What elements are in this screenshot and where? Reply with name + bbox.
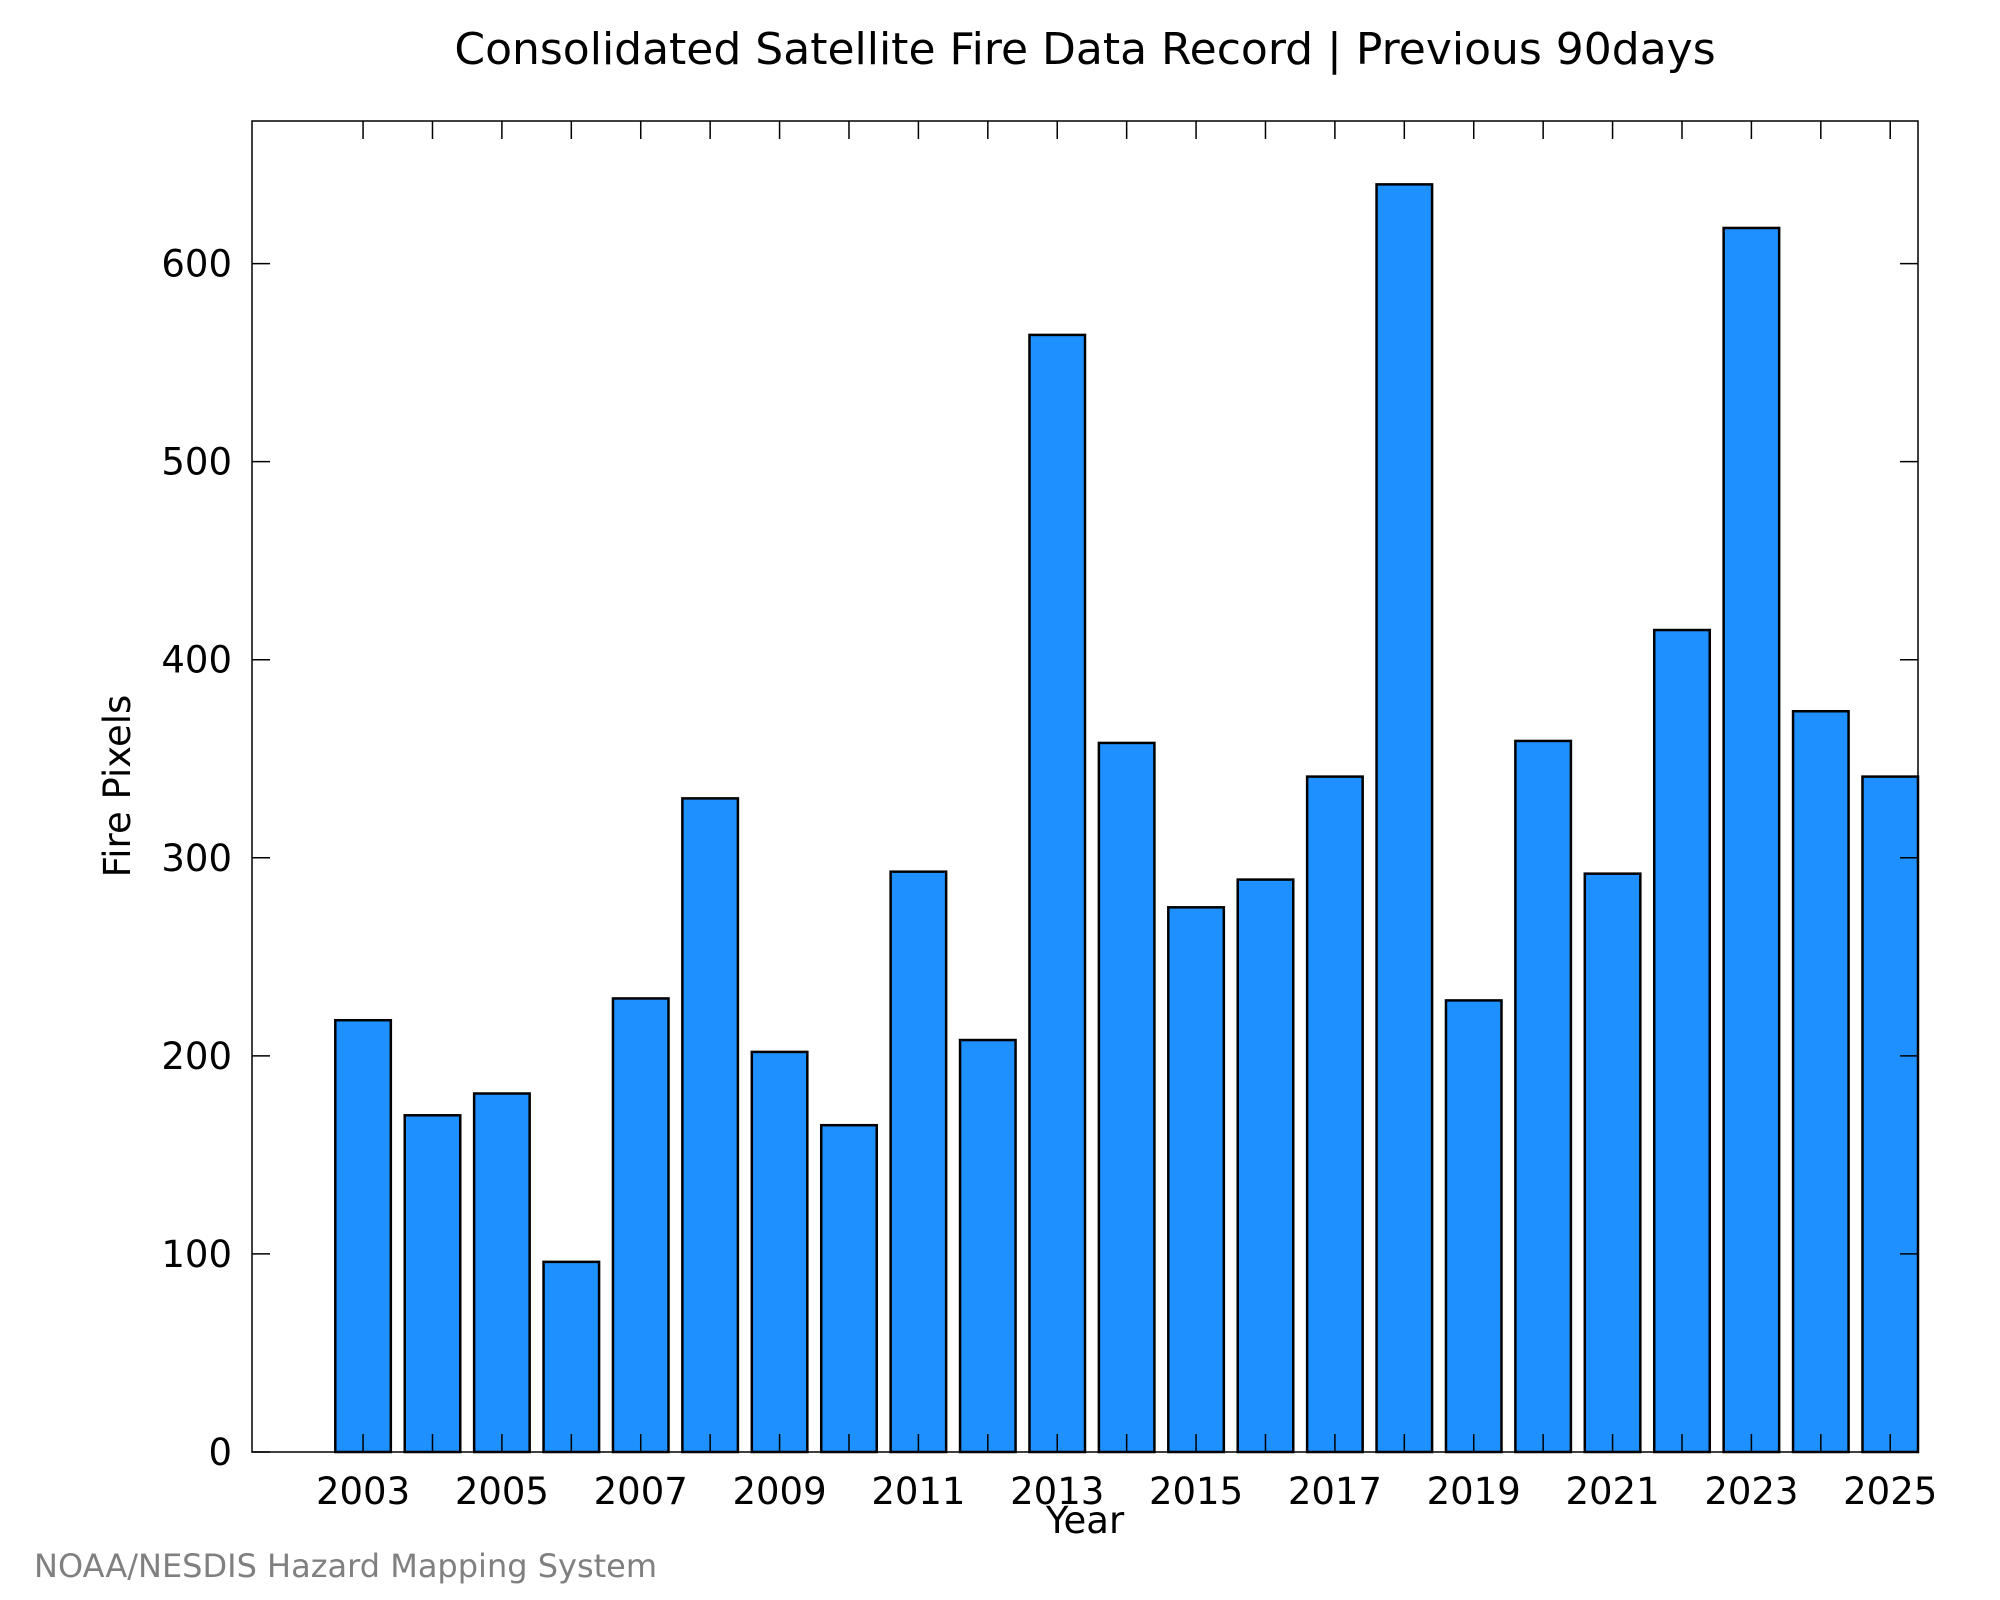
x-axis-label: Year [1045, 1499, 1125, 1542]
x-tick-label: 2023 [1704, 1470, 1798, 1513]
bar-2014 [1097, 741, 1156, 1454]
x-tick-label: 2007 [594, 1470, 688, 1513]
bar-2007 [611, 997, 670, 1454]
y-tick-label: 200 [161, 1035, 232, 1078]
bar-2005 [472, 1092, 531, 1454]
bar-2004 [403, 1114, 462, 1454]
bar-2015 [1167, 906, 1226, 1454]
x-tick-label: 2009 [732, 1470, 826, 1513]
chart-title: Consolidated Satellite Fire Data Record … [454, 24, 1715, 75]
bar-2012 [958, 1038, 1017, 1454]
x-tick-label: 2005 [455, 1470, 549, 1513]
bar-2003 [334, 1018, 393, 1454]
bar-2024 [1791, 709, 1850, 1454]
y-axis-label: Fire Pixels [96, 695, 139, 878]
bar-2009 [750, 1050, 809, 1454]
bar-2020 [1514, 739, 1573, 1454]
x-tick-label: 2017 [1288, 1470, 1382, 1513]
bar-2017 [1305, 775, 1364, 1454]
bar-2016 [1236, 878, 1295, 1454]
bar-2011 [889, 870, 948, 1454]
x-tick-label: 2025 [1843, 1470, 1937, 1513]
x-tick-label: 2019 [1427, 1470, 1521, 1513]
x-tick-label: 2003 [316, 1470, 410, 1513]
x-axis-ticks: 2003 2005 2007 2009 2011 2013 2015 2017 2019 2021… [316, 121, 1937, 1513]
bar-2023 [1722, 226, 1781, 1454]
y-tick-label: 100 [161, 1233, 232, 1276]
bar-2025 [1861, 775, 1920, 1454]
plot-frame [251, 120, 1919, 1453]
bar-2021 [1583, 872, 1642, 1454]
x-tick-label: 2011 [871, 1470, 965, 1513]
bar-2013 [1028, 333, 1087, 1454]
y-axis-ticks: 0 100 200 300 400 500 600 [161, 243, 1918, 1474]
y-tick-label: 500 [161, 441, 232, 484]
x-tick-label: 2013 [1010, 1470, 1104, 1513]
y-tick-label: 600 [161, 243, 232, 286]
y-tick-label: 0 [208, 1431, 232, 1474]
y-tick-label: 300 [161, 837, 232, 880]
bar-2010 [819, 1123, 878, 1454]
bars-group [334, 183, 1920, 1454]
bar-2006 [542, 1260, 601, 1454]
credit-text: NOAA/NESDIS Hazard Mapping System [34, 1547, 657, 1585]
x-tick-label: 2021 [1565, 1470, 1659, 1513]
bar-2008 [681, 797, 740, 1454]
bar-2022 [1652, 628, 1711, 1454]
bar-2019 [1444, 999, 1503, 1454]
bar-2018 [1375, 183, 1434, 1454]
y-tick-label: 400 [161, 639, 232, 682]
x-tick-label: 2015 [1149, 1470, 1243, 1513]
